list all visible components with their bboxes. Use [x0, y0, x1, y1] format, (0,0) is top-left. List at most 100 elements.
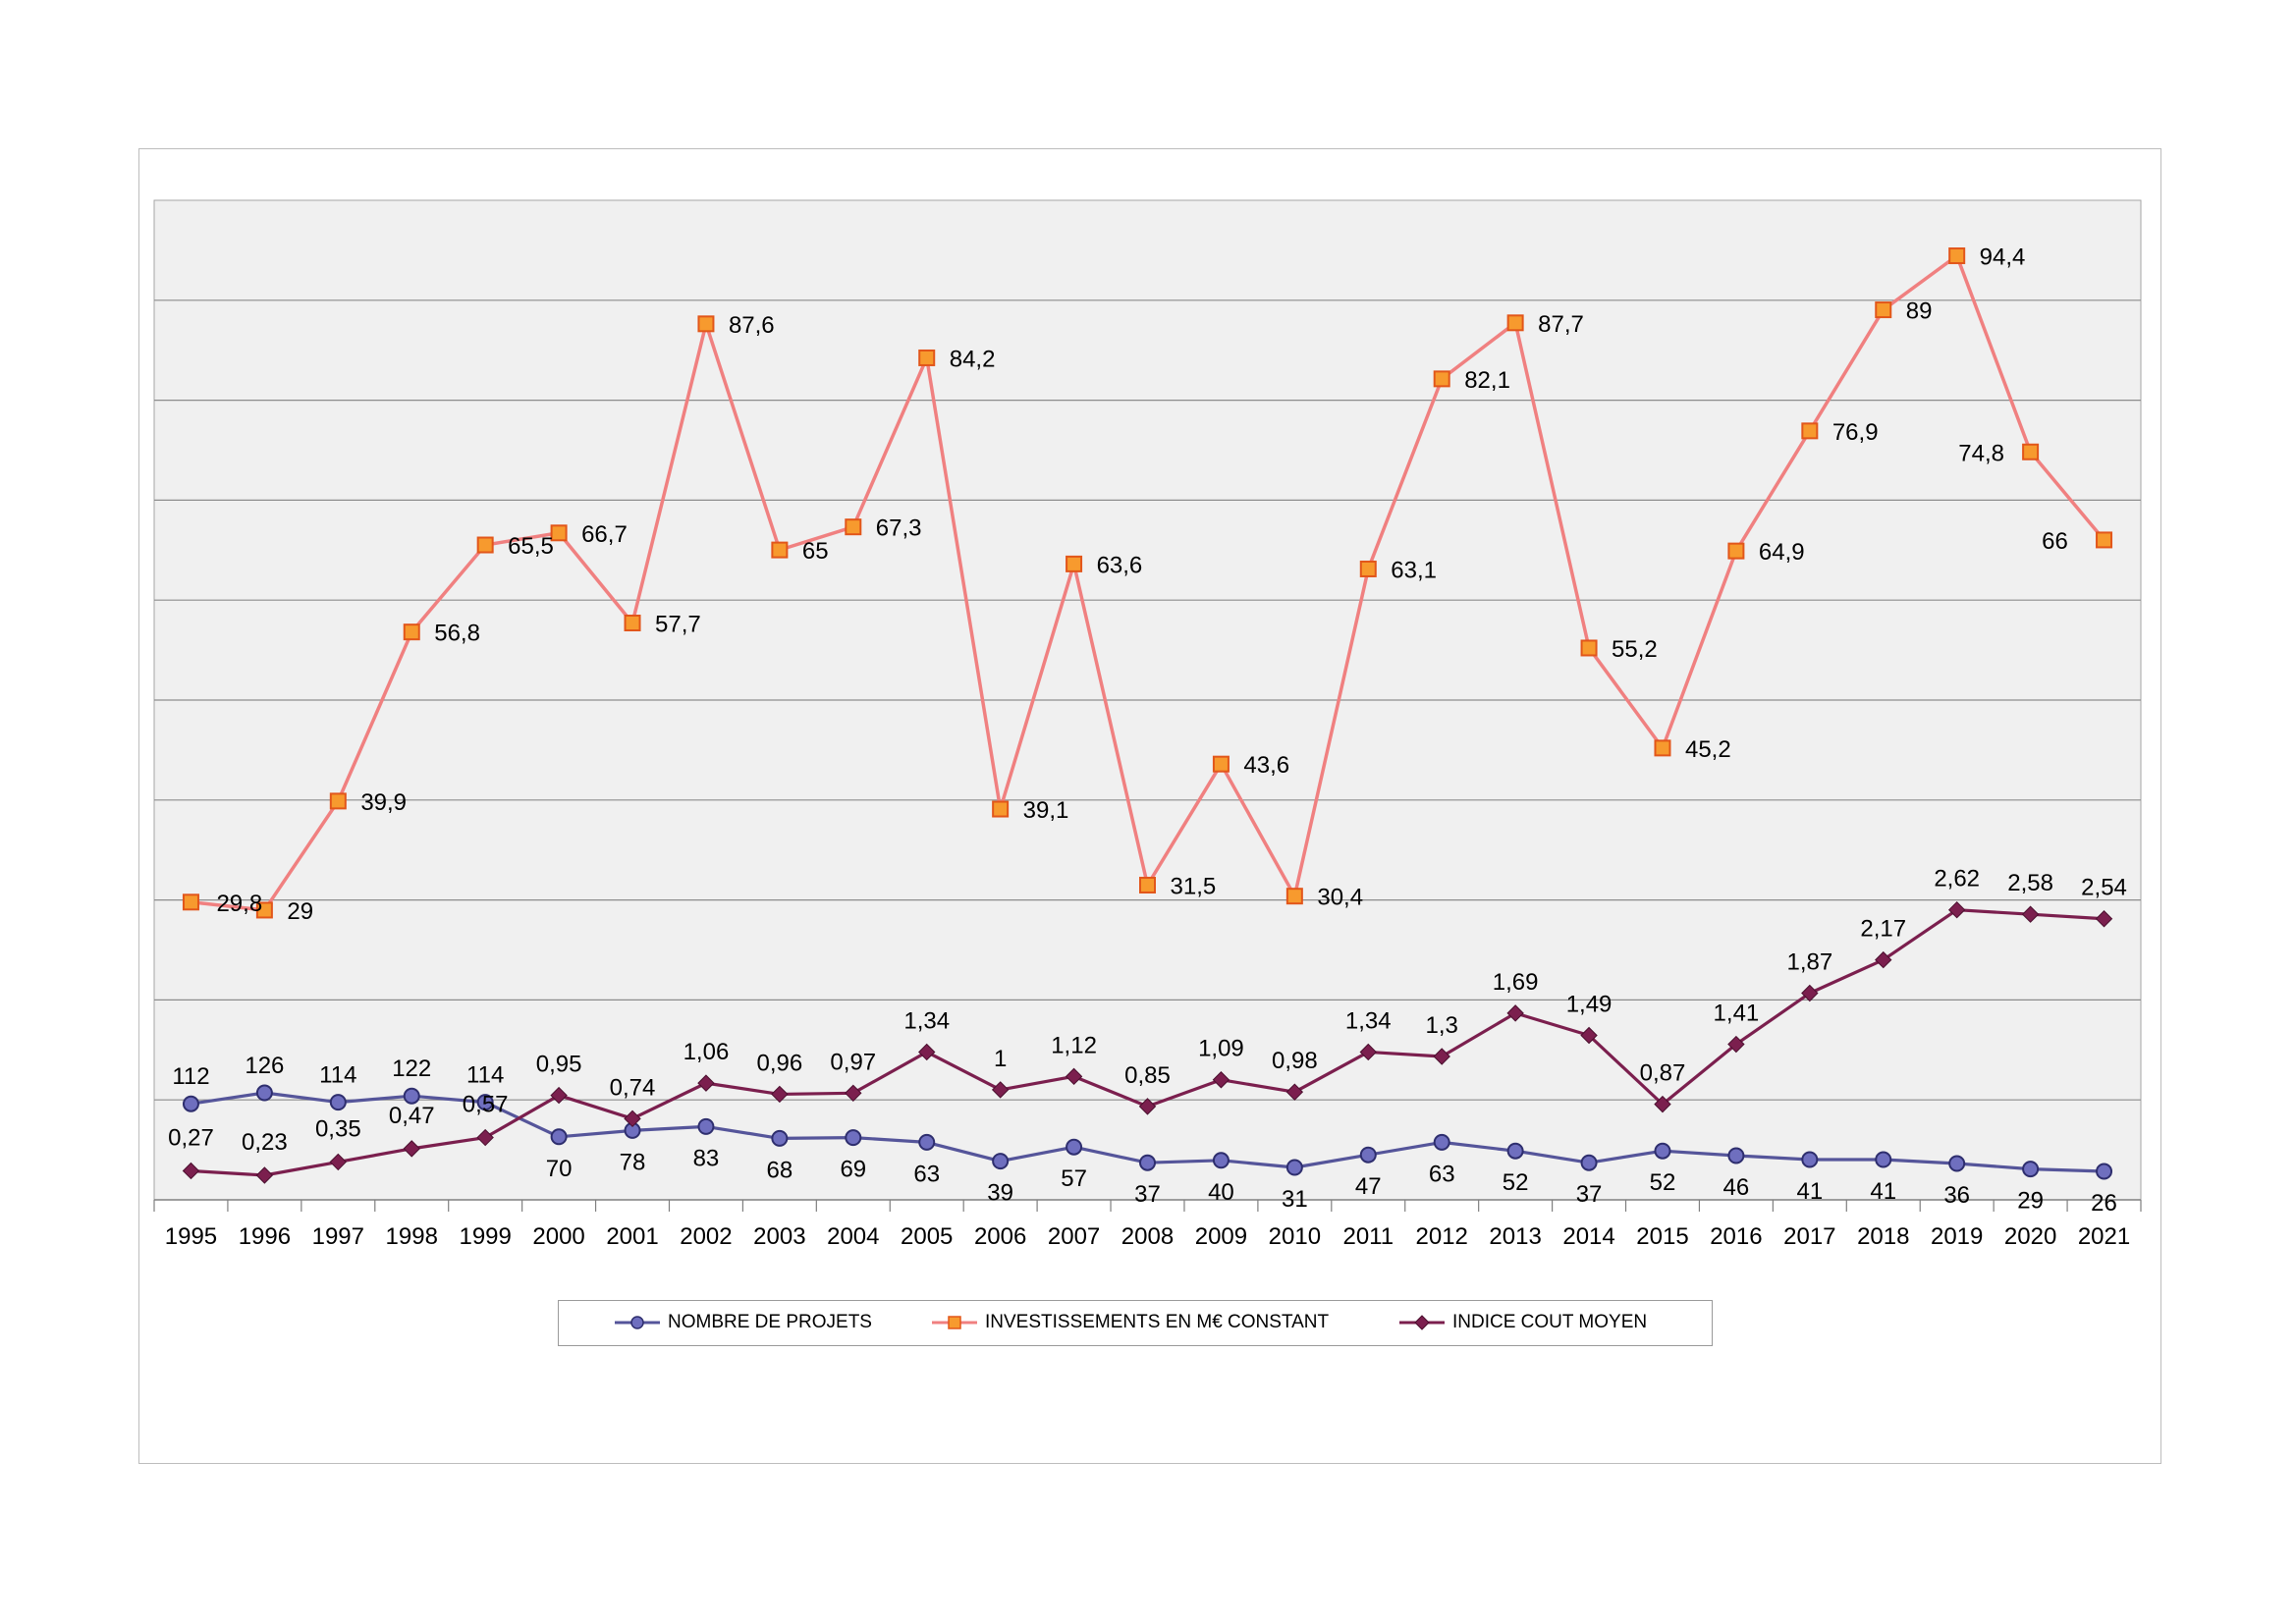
- data-label-investissements: 65: [802, 538, 829, 565]
- legend-item-investissements: INVESTISSEMENTS EN M€ CONSTANT: [932, 1301, 1329, 1344]
- data-label-investissements: 39,9: [360, 789, 407, 816]
- data-label-projets: 46: [1723, 1174, 1750, 1201]
- data-label-indice: 0,47: [389, 1103, 435, 1129]
- x-tick-label: 1998: [386, 1223, 438, 1250]
- data-label-projets: 69: [840, 1157, 866, 1183]
- data-label-projets: 63: [913, 1161, 940, 1187]
- data-label-indice: 1,34: [903, 1007, 950, 1034]
- point-investissements: [476, 536, 494, 554]
- data-label-indice: 0,57: [463, 1092, 509, 1118]
- point-investissements: [1433, 370, 1450, 388]
- x-tick-label: 2015: [1636, 1223, 1688, 1250]
- data-label-investissements: 74,8: [1958, 440, 2004, 466]
- legend-item-projets: NOMBRE DE PROJETS: [615, 1301, 872, 1344]
- x-tick-label: 2014: [1562, 1223, 1614, 1250]
- x-tick-label: 2003: [753, 1223, 805, 1250]
- data-label-investissements: 84,2: [950, 346, 996, 372]
- data-label-indice: 0,96: [757, 1050, 803, 1076]
- point-projets: [771, 1129, 789, 1147]
- point-projets: [1066, 1138, 1083, 1156]
- point-investissements: [771, 541, 789, 559]
- data-label-indice: 1,09: [1198, 1036, 1244, 1062]
- data-label-investissements: 63,1: [1391, 557, 1437, 583]
- x-tick-label: 2016: [1710, 1223, 1762, 1250]
- data-label-investissements: 66,7: [581, 521, 628, 548]
- point-investissements: [845, 518, 862, 536]
- data-label-investissements: 94,4: [1980, 244, 2026, 271]
- data-label-indice: 2,58: [2007, 870, 2053, 896]
- point-indice: [182, 1162, 200, 1180]
- point-investissements: [1801, 422, 1819, 440]
- data-label-projets: 78: [620, 1149, 646, 1175]
- point-projets: [403, 1087, 420, 1105]
- point-projets: [329, 1094, 347, 1111]
- point-investissements: [1727, 542, 1745, 560]
- data-label-projets: 31: [1282, 1186, 1308, 1213]
- legend-label-projets: NOMBRE DE PROJETS: [668, 1312, 872, 1332]
- point-indice: [255, 1166, 274, 1184]
- point-investissements: [1285, 888, 1303, 905]
- point-indice: [2021, 905, 2040, 923]
- x-tick-label: 2019: [1931, 1223, 1983, 1250]
- point-investissements: [697, 315, 715, 333]
- data-label-investissements: 30,4: [1317, 885, 1363, 911]
- x-tick-label: 2004: [827, 1223, 879, 1250]
- point-projets: [1433, 1133, 1450, 1151]
- data-label-projets: 126: [245, 1053, 284, 1079]
- data-label-investissements: 31,5: [1171, 873, 1217, 899]
- x-tick-label: 2001: [606, 1223, 658, 1250]
- point-investissements: [1506, 314, 1524, 332]
- x-tick-label: 2017: [1783, 1223, 1835, 1250]
- x-tick-label: 2021: [2078, 1223, 2130, 1250]
- point-investissements: [1359, 560, 1377, 577]
- point-projets: [182, 1095, 199, 1112]
- point-indice: [1065, 1067, 1083, 1086]
- point-projets: [1727, 1147, 1745, 1164]
- legend-square-marker-icon: [932, 1316, 977, 1329]
- data-label-indice: 2,17: [1860, 916, 1906, 943]
- data-label-projets: 26: [2091, 1190, 2117, 1217]
- data-label-investissements: 82,1: [1464, 367, 1510, 394]
- legend-item-indice: INDICE COUT MOYEN: [1399, 1301, 1647, 1344]
- data-label-projets: 47: [1355, 1173, 1382, 1200]
- point-indice: [624, 1110, 641, 1128]
- point-projets: [1139, 1154, 1156, 1171]
- legend-circle-marker-icon: [615, 1316, 660, 1329]
- point-projets: [1359, 1146, 1377, 1164]
- point-indice: [1947, 900, 1966, 919]
- data-label-investissements: 29: [287, 898, 313, 925]
- point-investissements: [550, 524, 568, 542]
- point-indice: [1727, 1035, 1745, 1054]
- point-projets: [476, 1094, 494, 1111]
- point-indice: [918, 1043, 936, 1061]
- point-projets: [1654, 1142, 1671, 1160]
- point-investissements: [918, 349, 936, 366]
- legend: NOMBRE DE PROJETS INVESTISSEMENTS EN M€ …: [558, 1300, 1713, 1346]
- x-tick-label: 2008: [1121, 1223, 1174, 1250]
- point-indice: [1654, 1095, 1671, 1113]
- x-tick-label: 2013: [1489, 1223, 1541, 1250]
- x-tick-label: 2005: [901, 1223, 953, 1250]
- data-label-indice: 1,3: [1426, 1012, 1458, 1039]
- x-tick-label: 2018: [1857, 1223, 1909, 1250]
- data-label-investissements: 87,7: [1538, 311, 1584, 338]
- x-tick-label: 2011: [1342, 1223, 1394, 1250]
- point-indice: [476, 1128, 494, 1147]
- point-investissements: [1654, 739, 1671, 757]
- point-investissements: [1580, 639, 1598, 657]
- legend-diamond-marker-icon: [1399, 1315, 1445, 1330]
- data-label-investissements: 63,6: [1097, 552, 1143, 578]
- x-tick-label: 2020: [2004, 1223, 2056, 1250]
- data-label-investissements: 29,8: [216, 891, 262, 917]
- point-indice: [1506, 1004, 1524, 1022]
- point-investissements: [624, 614, 641, 631]
- point-projets: [2022, 1161, 2040, 1178]
- data-label-projets: 37: [1134, 1181, 1161, 1208]
- point-projets: [697, 1117, 715, 1135]
- point-investissements: [992, 800, 1010, 818]
- data-label-investissements: 56,8: [434, 621, 480, 647]
- data-label-projets: 36: [1943, 1182, 1970, 1209]
- data-label-indice: 1,41: [1714, 1001, 1760, 1027]
- data-label-projets: 63: [1429, 1161, 1455, 1187]
